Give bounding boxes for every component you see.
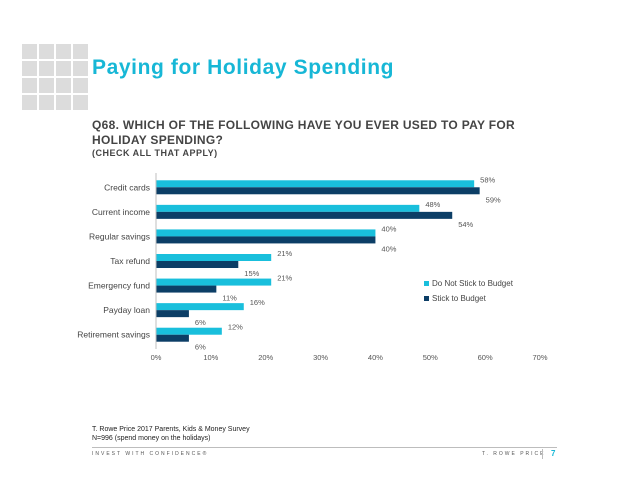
x-tick-label: 60% xyxy=(478,353,493,362)
question-text: Q68. WHICH OF THE FOLLOWING HAVE YOU EVE… xyxy=(92,118,515,147)
data-label: 15% xyxy=(244,269,259,278)
bar-stick xyxy=(156,334,189,342)
category-label: Payday loan xyxy=(103,305,150,315)
bar-do-not-stick xyxy=(156,254,272,261)
data-label: 12% xyxy=(228,323,243,332)
logo-grid-cell xyxy=(73,95,88,110)
bar-stick xyxy=(156,310,189,318)
x-tick-label: 0% xyxy=(151,353,162,362)
bar-do-not-stick xyxy=(156,229,376,237)
page-number-divider xyxy=(542,449,543,459)
data-label: 21% xyxy=(277,274,292,283)
x-tick-label: 70% xyxy=(532,353,547,362)
data-label: 21% xyxy=(277,249,292,258)
bar-stick xyxy=(156,211,453,219)
logo-grid-cell xyxy=(22,44,37,59)
data-label: 6% xyxy=(195,343,206,352)
category-label: Credit cards xyxy=(104,182,150,192)
category-label: Regular savings xyxy=(89,231,150,241)
source-line-sample: N=996 (spend money on the holidays) xyxy=(92,435,211,442)
logo-grid-cell xyxy=(39,44,54,59)
category-label: Emergency fund xyxy=(88,281,150,291)
bar-stick xyxy=(156,236,376,244)
data-label: 16% xyxy=(250,298,265,307)
footer-brand: T. ROWE PRICE xyxy=(482,451,546,457)
legend-swatch xyxy=(424,296,429,301)
bar-do-not-stick xyxy=(156,327,222,335)
data-label: 48% xyxy=(425,200,440,209)
legend-label: Do Not Stick to Budget xyxy=(432,279,514,288)
x-tick-label: 20% xyxy=(258,353,273,362)
logo-grid-cell xyxy=(56,44,71,59)
logo-grid-cell xyxy=(22,61,37,76)
bar-do-not-stick xyxy=(156,204,420,212)
x-tick-label: 40% xyxy=(368,353,383,362)
logo-grid-cell xyxy=(73,44,88,59)
data-label: 6% xyxy=(195,318,206,327)
data-label: 40% xyxy=(381,224,396,233)
data-label: 54% xyxy=(458,220,473,229)
x-tick-label: 30% xyxy=(313,353,328,362)
logo-grid-cell xyxy=(39,61,54,76)
category-label: Current income xyxy=(92,207,150,217)
page-number: 7 xyxy=(551,449,556,458)
bar-stick xyxy=(156,261,239,268)
logo-grid-cell xyxy=(22,95,37,110)
logo-grid-cell xyxy=(22,78,37,93)
logo-grid-cell xyxy=(39,95,54,110)
data-label: 58% xyxy=(480,175,495,184)
bar-stick xyxy=(156,187,480,195)
data-label: 59% xyxy=(486,195,501,204)
bar-stick xyxy=(156,285,217,293)
page-title: Paying for Holiday Spending xyxy=(92,56,395,79)
logo-grid-cell xyxy=(73,78,88,93)
footer-divider xyxy=(92,447,557,448)
source-line-survey: T. Rowe Price 2017 Parents, Kids & Money… xyxy=(92,426,250,433)
bar-do-not-stick xyxy=(156,303,244,311)
legend-label: Stick to Budget xyxy=(432,294,487,303)
logo-grid-cell xyxy=(56,95,71,110)
data-label: 11% xyxy=(222,294,237,303)
footer-tagline: INVEST WITH CONFIDENCE® xyxy=(92,451,209,457)
x-tick-label: 10% xyxy=(203,353,218,362)
category-label: Tax refund xyxy=(110,256,150,266)
x-tick-label: 50% xyxy=(423,353,438,362)
bar-do-not-stick xyxy=(156,180,475,188)
source-note: T. Rowe Price 2017 Parents, Kids & Money… xyxy=(92,425,250,443)
logo-grid-cell xyxy=(56,78,71,93)
bar-chart: Credit cards 58% 59% Current income 48% 54% Re… xyxy=(77,173,548,362)
logo-grid-cell xyxy=(39,78,54,93)
bar-do-not-stick xyxy=(156,278,272,286)
legend-swatch xyxy=(424,281,429,286)
data-label: 40% xyxy=(381,244,396,253)
logo-grid-cell xyxy=(56,61,71,76)
question-instruction: (CHECK ALL THAT APPLY) xyxy=(92,148,218,158)
logo-grid-cell xyxy=(73,61,88,76)
category-label: Retirement savings xyxy=(77,330,150,340)
